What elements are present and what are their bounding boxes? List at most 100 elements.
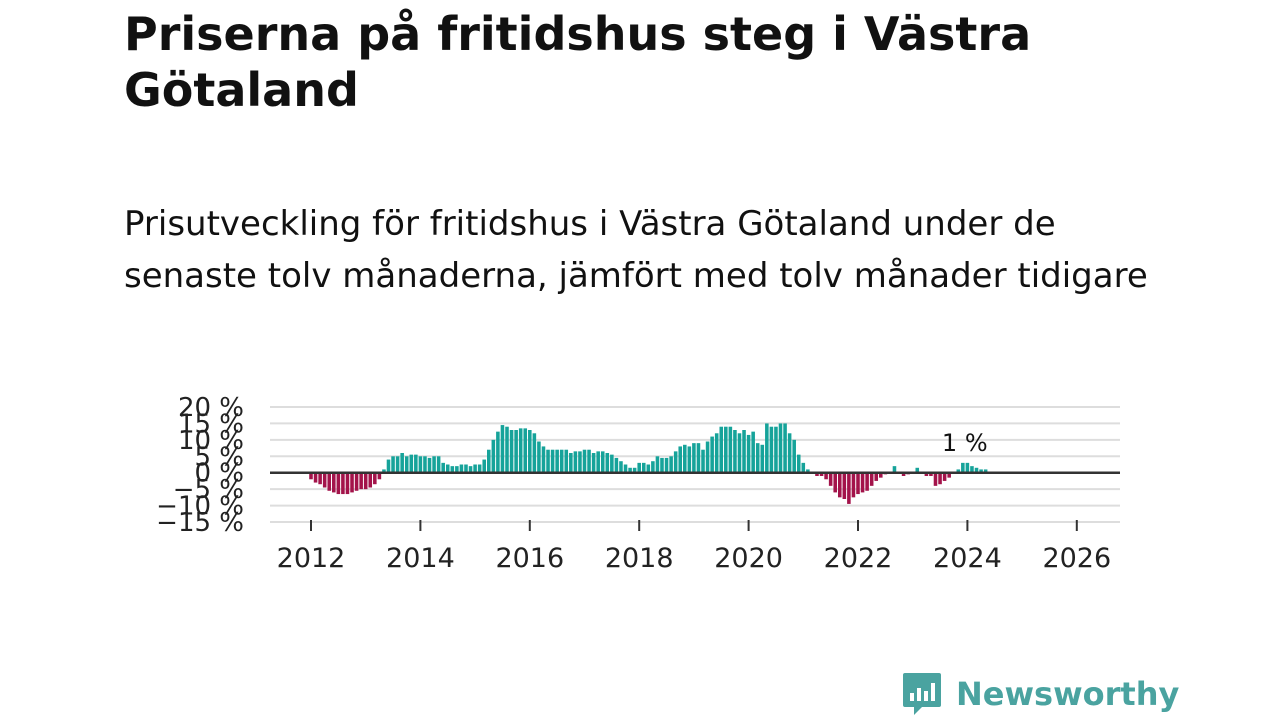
bar (354, 472, 359, 491)
bar (587, 449, 591, 473)
bar (591, 453, 596, 473)
bar (395, 456, 400, 473)
bar (528, 430, 532, 473)
brand-name: Newsworthy (956, 675, 1180, 713)
bar (341, 472, 345, 495)
bar (641, 462, 646, 473)
bar (733, 430, 737, 473)
bar (445, 464, 450, 473)
x-tick-label: 2014 (386, 543, 455, 574)
bar (915, 467, 920, 473)
bar (391, 456, 395, 473)
y-tick-label: 10 % (178, 426, 244, 456)
bar (824, 472, 828, 480)
bar (869, 472, 874, 486)
bar (322, 472, 327, 488)
y-tick-label: 15 % (178, 409, 244, 439)
bar (710, 436, 714, 473)
bar (363, 472, 368, 490)
y-tick-label: −10 % (156, 492, 244, 522)
bar (414, 454, 418, 473)
bar (783, 423, 787, 473)
bar (974, 467, 979, 473)
bar (942, 472, 947, 481)
bar (655, 456, 660, 473)
bar (605, 453, 610, 473)
bar (983, 469, 988, 473)
bar (705, 441, 710, 473)
bar (468, 466, 473, 473)
bar (874, 472, 879, 481)
bar (970, 466, 974, 473)
bar (815, 472, 819, 476)
bar (345, 472, 350, 495)
x-tick-label: 2020 (714, 543, 783, 574)
bar (933, 472, 938, 486)
bar (664, 457, 669, 473)
bar (833, 472, 837, 493)
bar (856, 472, 860, 495)
bar (377, 472, 382, 480)
chart-subtitle: Prisutveckling för fritidshus i Västra G… (124, 204, 1148, 296)
bar (696, 443, 701, 473)
bar (509, 430, 514, 473)
bar (796, 454, 801, 473)
bar (541, 446, 546, 473)
bar (660, 457, 664, 473)
bar (359, 472, 363, 490)
bar (482, 459, 486, 473)
bar (687, 446, 692, 473)
bar (701, 449, 705, 473)
bar (409, 454, 414, 473)
bar (427, 457, 432, 473)
bar (336, 472, 341, 495)
bar (382, 469, 386, 473)
bar (477, 464, 482, 473)
bar (523, 428, 528, 473)
bar (842, 472, 847, 499)
bar (332, 472, 336, 493)
bar (373, 472, 377, 485)
bar (828, 472, 833, 486)
newsworthy-logo-icon (903, 673, 941, 715)
bar (473, 464, 477, 473)
bar (860, 472, 865, 493)
newsworthy-logo: Newsworthy (902, 670, 1179, 718)
bar (965, 462, 970, 473)
bar (386, 459, 391, 473)
x-tick-label: 2012 (277, 543, 346, 574)
bar (436, 456, 441, 473)
bar (673, 451, 678, 473)
bar (623, 464, 628, 473)
y-tick-label: 20 % (178, 393, 244, 423)
bar (678, 446, 683, 473)
bar (669, 456, 673, 473)
y-tick-label: −5 % (173, 475, 244, 505)
bar (532, 433, 537, 473)
bar (423, 456, 427, 473)
bar (441, 462, 445, 473)
bar (432, 456, 436, 473)
bar (924, 472, 929, 476)
bar-chart: 20 %15 %10 %5 %0 %−5 %−10 %−15 % 2012 201… (156, 393, 1120, 574)
y-tick-label: 0 % (194, 459, 244, 489)
bar (806, 469, 810, 473)
bar (692, 443, 696, 473)
bar (719, 426, 724, 473)
bar (819, 472, 824, 476)
y-tick-label: 5 % (194, 442, 244, 472)
bar (901, 472, 906, 476)
bar (792, 439, 796, 473)
bar (929, 472, 933, 476)
bar (400, 453, 404, 473)
bar (614, 457, 619, 473)
bar (865, 472, 869, 491)
x-axis: 2012 2014 2016 2018 2020 2022 2024 2026 (277, 520, 1111, 574)
bar (455, 466, 459, 473)
bar (632, 467, 637, 473)
y-axis-labels: 20 %15 %10 %5 %0 %−5 %−10 %−15 % (156, 393, 244, 538)
x-tick-label: 2026 (1042, 543, 1111, 574)
bar (418, 456, 423, 473)
chart-title: Priserna på fritidshus steg i Västra Göt… (124, 7, 1032, 117)
x-tick-label: 2024 (933, 543, 1002, 574)
